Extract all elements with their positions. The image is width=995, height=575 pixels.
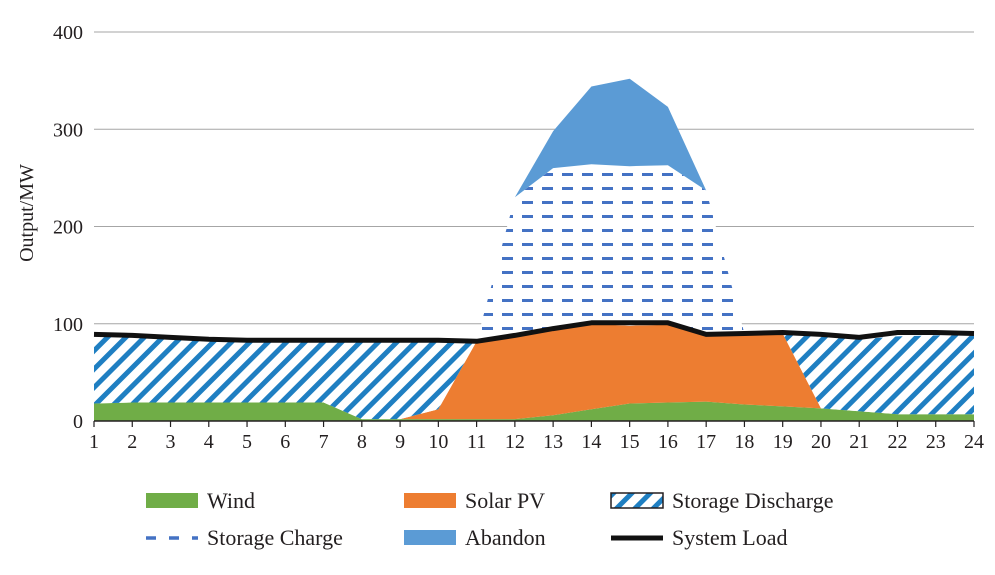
legend: Wind Solar PV Storage Discharge Storage Cha… — [146, 488, 834, 550]
legend-swatch-solar-pv — [404, 493, 456, 508]
x-tick-label: 5 — [242, 431, 252, 453]
x-tick-label: 22 — [887, 431, 907, 453]
plot-areas — [94, 78, 974, 421]
x-tick-label: 16 — [658, 431, 678, 453]
legend-label-storage-charge: Storage Charge — [207, 525, 343, 550]
x-tick-label: 3 — [166, 431, 176, 453]
x-tick-label: 20 — [811, 431, 831, 453]
x-tick-label: 23 — [926, 431, 946, 453]
y-tick-label: 100 — [53, 314, 83, 336]
y-tick-label: 300 — [53, 119, 83, 141]
x-tick-label: 13 — [543, 431, 563, 453]
y-axis-label: Output/MW — [16, 164, 38, 262]
legend-label-solar-pv: Solar PV — [465, 488, 545, 513]
x-tick-label: 7 — [319, 431, 329, 453]
x-tick-label: 14 — [581, 431, 601, 453]
legend-swatch-wind — [146, 493, 198, 508]
x-tick-label: 11 — [467, 431, 486, 453]
area-wind — [94, 401, 974, 421]
area-solar-pv — [94, 323, 974, 420]
legend-label-storage-discharge: Storage Discharge — [672, 488, 834, 513]
x-tick-label: 21 — [849, 431, 869, 453]
x-tick-label: 15 — [620, 431, 640, 453]
x-tick-label: 1 — [89, 431, 99, 453]
x-tick-label: 19 — [773, 431, 793, 453]
x-tick-label: 18 — [734, 431, 754, 453]
x-tick-label: 24 — [964, 431, 984, 453]
y-tick-label: 400 — [53, 22, 83, 44]
x-tick-label: 12 — [505, 431, 525, 453]
area-storage-charge — [94, 164, 974, 343]
x-tick-label: 10 — [428, 431, 448, 453]
y-tick-label: 200 — [53, 217, 83, 239]
legend-label-abandon: Abandon — [465, 525, 546, 550]
line-system-load — [93, 320, 975, 344]
area-storage-discharge — [94, 323, 974, 420]
load-line-layer — [93, 320, 975, 344]
legend-label-wind: Wind — [207, 488, 255, 513]
x-tick-label: 9 — [395, 431, 405, 453]
x-tick-label: 6 — [280, 431, 290, 453]
y-tick-label: 0 — [73, 411, 83, 433]
x-tick-label: 4 — [204, 431, 214, 453]
legend-label-system-load: System Load — [672, 525, 788, 550]
x-tick-label: 2 — [127, 431, 137, 453]
legend-swatch-abandon — [404, 530, 456, 545]
x-tick-label: 8 — [357, 431, 367, 453]
x-tick-label: 17 — [696, 431, 716, 453]
legend-swatch-storage-discharge — [610, 492, 664, 509]
